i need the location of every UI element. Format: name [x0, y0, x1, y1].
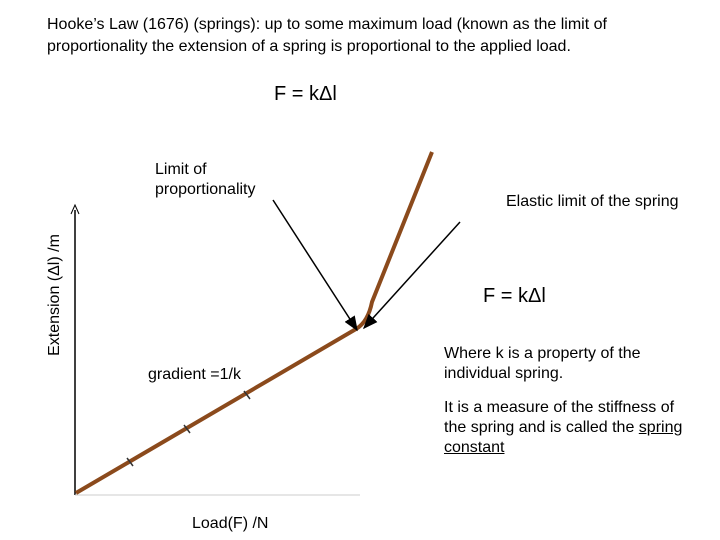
- gradient-label: gradient =1/k: [148, 366, 241, 383]
- spring-curve: [74, 151, 434, 495]
- elastic-arrow: [362, 221, 461, 330]
- x-axis-label: Load(F) /N: [192, 515, 269, 532]
- tick-marks: [126, 390, 251, 467]
- spring-constant: spring constant: [444, 419, 683, 456]
- elastic-label: Elastic limit of the spring: [506, 193, 679, 210]
- intro: Hooke’s Law (1676) (springs): up to some…: [47, 16, 607, 55]
- y-axis-arrow: [70, 203, 80, 215]
- graph-formula: F = kΔl: [483, 285, 546, 307]
- limit-arrow: [272, 199, 358, 332]
- property-note: Where k is a property of the individual …: [444, 345, 641, 382]
- measure-note: It is a measure of the stiffness of the …: [444, 398, 684, 458]
- measure-text: It is a measure of the stiffness of the …: [444, 399, 675, 436]
- y-axis-label: Extension (Δl) /m: [46, 234, 63, 356]
- formula: F = kΔl: [274, 83, 337, 105]
- limit-label: Limit of proportionality: [155, 161, 256, 198]
